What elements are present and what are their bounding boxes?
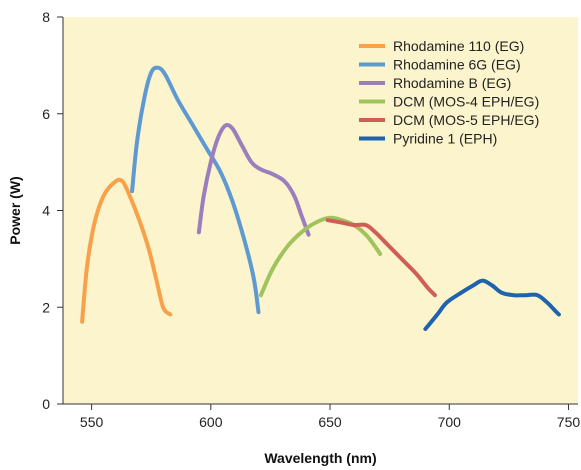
y-axis-title: Power (W) [7,176,23,244]
legend-label: Pyridine 1 (EPH) [393,131,497,147]
legend-label: Rhodamine 6G (EG) [393,57,521,73]
series-line [80,177,173,324]
legend-label: Rhodamine B (EG) [393,75,511,91]
series-line [196,123,311,237]
x-axis-ticks: 550 600 650 700 750 [80,404,580,430]
series-line [130,65,261,315]
x-tick-label: 700 [438,414,462,430]
y-tick-label: 0 [42,396,50,412]
series-line [258,215,383,298]
x-axis-title: Wavelength (nm) [264,450,376,466]
x-tick-label: 600 [199,414,223,430]
legend: Rhodamine 110 (EG) Rhodamine 6G (EG) Rhoda… [359,38,539,147]
y-tick-label: 8 [42,9,50,25]
legend-label: DCM (MOS-5 EPH/EG) [393,112,539,128]
legend-label: Rhodamine 110 (EG) [393,38,524,54]
legend-label: DCM (MOS-4 EPH/EG) [393,94,539,110]
y-tick-label: 6 [42,106,50,122]
x-tick-label: 750 [557,414,581,430]
y-tick-label: 4 [42,203,50,219]
x-tick-label: 650 [318,414,342,430]
series-line [423,278,561,331]
y-tick-label: 2 [42,299,50,315]
y-axis-ticks: 0 2 4 6 8 [42,9,63,412]
x-tick-label: 550 [80,414,104,430]
series-lines [80,65,561,331]
series-line [325,218,437,298]
